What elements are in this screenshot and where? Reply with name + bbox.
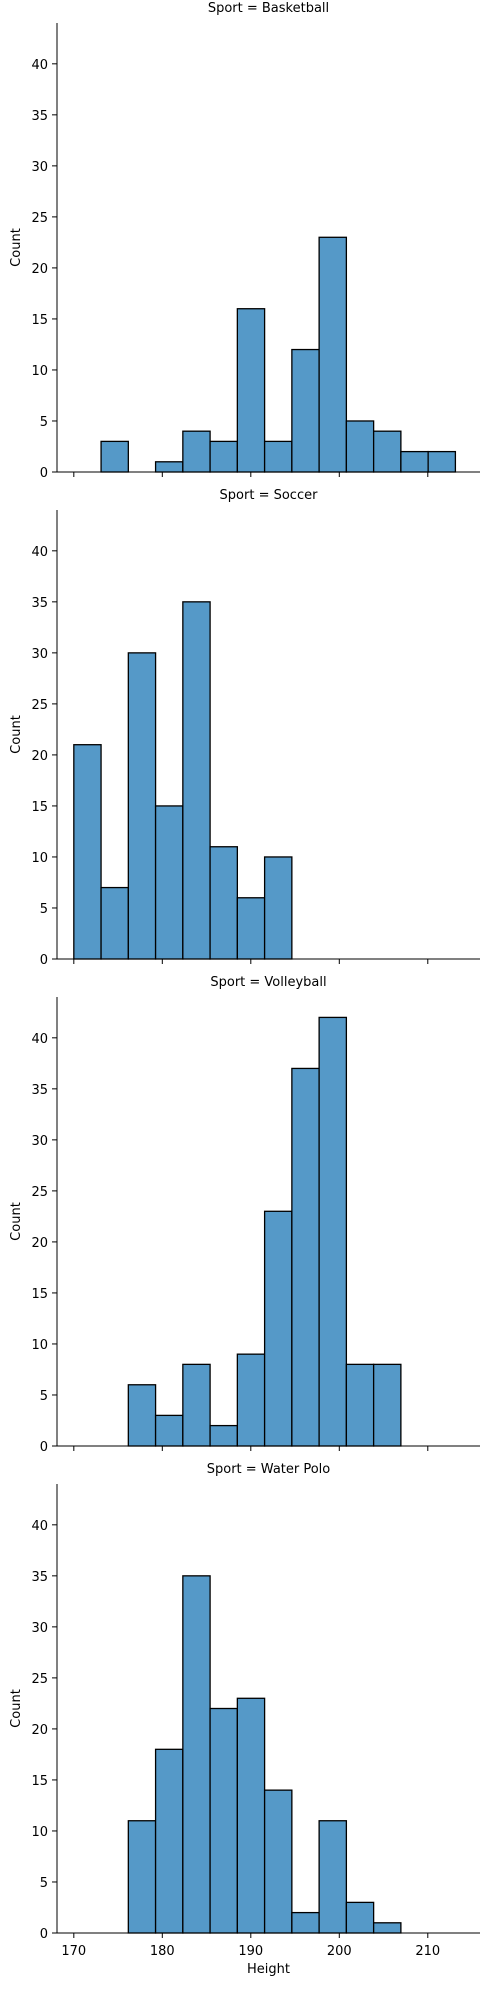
y-tick-label: 35 [31, 596, 48, 611]
y-tick-label: 0 [40, 1440, 48, 1455]
y-tick-label: 15 [31, 800, 48, 815]
histogram-bar [263, 856, 293, 960]
y-tick-label: 25 [31, 1672, 48, 1687]
y-tick-label: 5 [40, 415, 48, 430]
y-tick-label: 5 [40, 902, 48, 917]
y-tick-label: 40 [31, 1032, 48, 1047]
histogram-bar [372, 1922, 402, 1934]
histogram-bar [318, 1820, 348, 1934]
panel-title-water-polo: Sport = Water Polo [207, 1462, 331, 1477]
y-tick-label: 5 [40, 1876, 48, 1891]
y-tick-label: 40 [31, 1519, 48, 1534]
y-tick-label: 0 [40, 953, 48, 968]
panel-title-basketball: Sport = Basketball [208, 1, 329, 16]
x-tick-label: 190 [238, 1944, 263, 1959]
y-tick-label: 20 [31, 1723, 48, 1738]
y-tick-label: 0 [40, 466, 48, 481]
y-tick-label: 35 [31, 1083, 48, 1098]
histogram-bar [318, 236, 348, 473]
y-tick-label: 10 [31, 364, 48, 379]
y-axis-label: Count [9, 715, 24, 754]
y-tick-label: 35 [31, 1570, 48, 1585]
y-axis-label: Count [9, 228, 24, 267]
histogram-bar [236, 308, 266, 473]
histogram-bar [182, 601, 211, 960]
histogram-bar [372, 430, 402, 473]
histogram-bar [291, 1067, 320, 1447]
y-tick-label: 20 [31, 749, 48, 764]
y-tick-label: 15 [31, 1774, 48, 1789]
histogram-bar [154, 461, 184, 473]
y-tick-label: 30 [31, 647, 48, 662]
y-tick-label: 5 [40, 1389, 48, 1404]
histogram-bar [127, 1820, 157, 1934]
histogram-bar [318, 1016, 348, 1447]
histogram-bar [209, 440, 239, 473]
y-tick-label: 40 [31, 58, 48, 73]
histogram-bar [209, 846, 239, 960]
y-tick-label: 20 [31, 1236, 48, 1251]
histogram-bar [182, 430, 211, 473]
histogram-bar [100, 886, 129, 960]
y-tick-label: 15 [31, 313, 48, 328]
histogram-bar [182, 1363, 211, 1447]
y-tick-label: 20 [31, 262, 48, 277]
histogram-bar [291, 1911, 320, 1934]
histogram-bar [345, 1363, 375, 1447]
y-tick-label: 35 [31, 109, 48, 124]
x-tick-label: 180 [150, 1944, 175, 1959]
x-tick-label: 210 [415, 1944, 440, 1959]
y-tick-label: 0 [40, 1927, 48, 1942]
y-tick-label: 30 [31, 1134, 48, 1149]
y-tick-label: 30 [31, 1621, 48, 1636]
histogram-bar [209, 1707, 239, 1934]
panel-title-volleyball: Sport = Volleyball [210, 975, 326, 990]
histogram-bar [263, 1210, 293, 1447]
histogram-bar [127, 1384, 157, 1447]
y-tick-label: 10 [31, 851, 48, 866]
histogram-bar [345, 420, 375, 473]
y-tick-label: 15 [31, 1287, 48, 1302]
histogram-bar [372, 1363, 402, 1447]
histogram-bar [100, 440, 129, 473]
histogram-bar [427, 450, 457, 473]
panel-title-soccer: Sport = Soccer [220, 488, 319, 503]
y-tick-label: 25 [31, 211, 48, 226]
histogram-bar [236, 1697, 266, 1934]
y-tick-label: 30 [31, 160, 48, 175]
histogram-bar [154, 805, 184, 960]
histogram-bar [182, 1575, 211, 1934]
y-tick-label: 25 [31, 1185, 48, 1200]
histogram-bar [263, 440, 293, 473]
histogram-bar [400, 450, 429, 473]
histogram-bar [345, 1901, 375, 1934]
histogram-bar [127, 652, 157, 960]
histogram-bar [154, 1748, 184, 1934]
histogram-bar [291, 348, 320, 473]
x-tick-label: 200 [327, 1944, 352, 1959]
histogram-bar [154, 1414, 184, 1447]
histogram-bar [236, 1353, 266, 1447]
y-tick-label: 10 [31, 1825, 48, 1840]
y-tick-label: 10 [31, 1338, 48, 1353]
x-axis-label: Height [247, 1962, 290, 1977]
y-axis-label: Count [9, 1202, 24, 1241]
histogram-bar [209, 1424, 239, 1447]
y-axis-label: Count [9, 1689, 24, 1728]
y-tick-label: 40 [31, 545, 48, 560]
histogram-bar [236, 897, 266, 960]
x-tick-label: 170 [61, 1944, 86, 1959]
histogram-bar [73, 744, 102, 960]
y-tick-label: 25 [31, 698, 48, 713]
histogram-bar [263, 1789, 293, 1934]
